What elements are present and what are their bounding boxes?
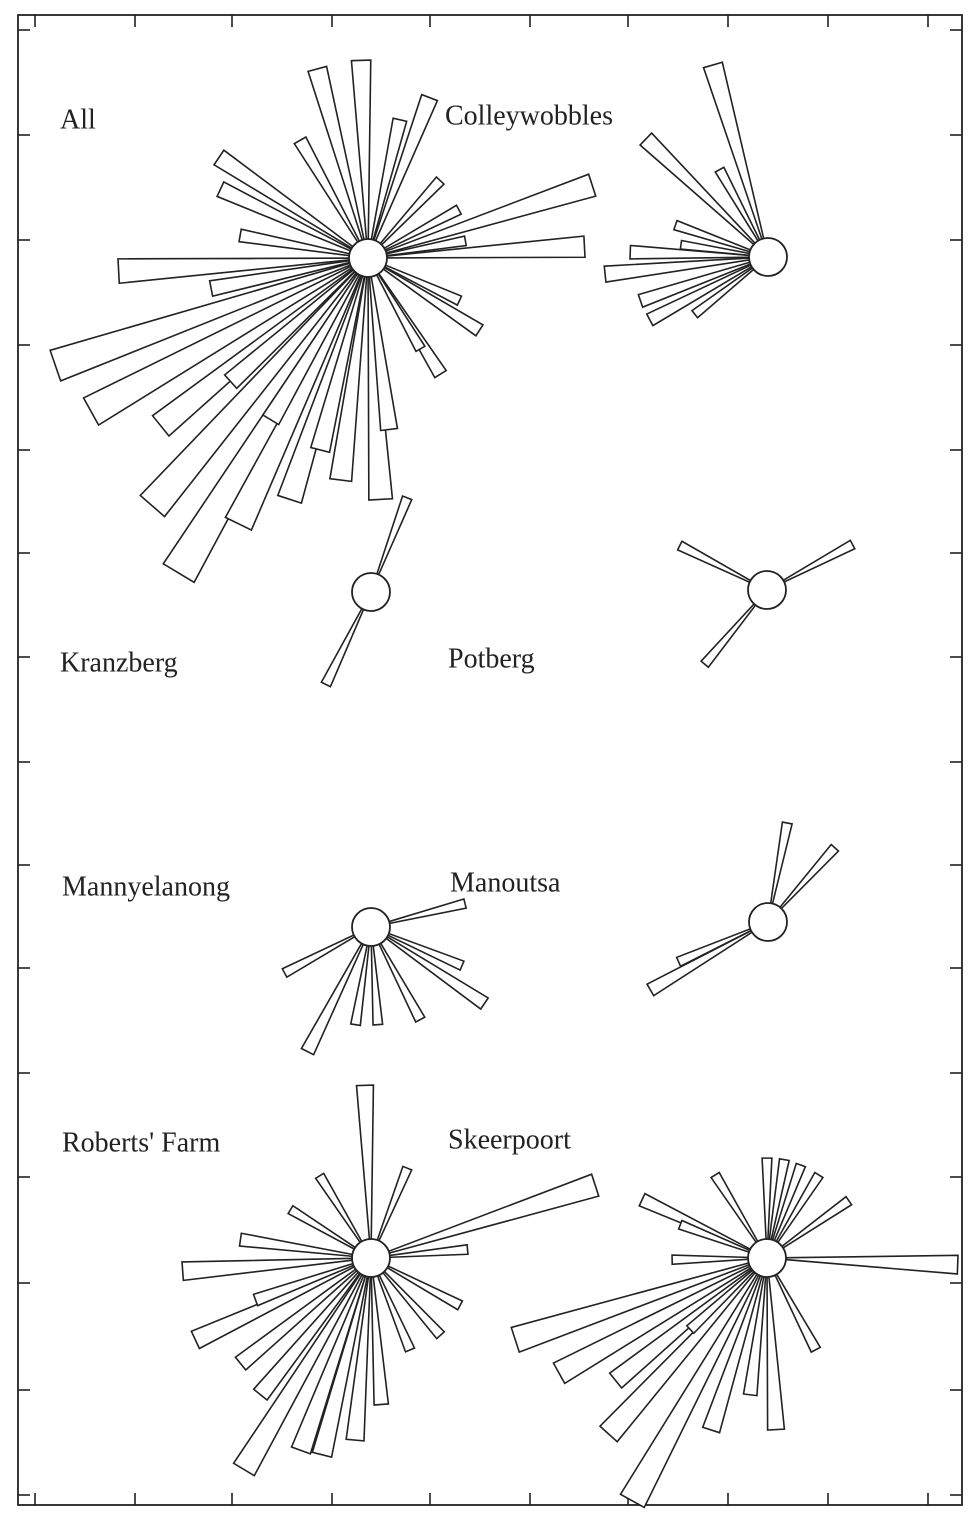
petal	[770, 1254, 959, 1275]
roses: All Colleywobbles Kranzberg Potberg Mannyela…	[49, 59, 959, 1509]
petal	[645, 922, 766, 997]
rose-diagram: Roberts' Farm	[62, 1084, 600, 1477]
hub	[747, 1238, 787, 1278]
hub	[351, 572, 391, 612]
hub	[748, 902, 788, 942]
rose-diagram: Manoutsa	[450, 821, 840, 997]
frame	[17, 14, 963, 1506]
rose-label: Potberg	[448, 643, 535, 674]
petal	[293, 135, 368, 256]
hub	[747, 570, 787, 610]
rose-label: Kranzberg	[60, 647, 178, 678]
hub	[748, 237, 788, 277]
rose-diagram: Kranzberg	[60, 495, 413, 688]
frame-ticks	[18, 15, 962, 1505]
rose-diagram: Mannyelanong	[62, 871, 490, 1056]
rose-diagram: All	[49, 59, 597, 584]
rose-diagram: Colleywobbles	[445, 61, 788, 327]
petal	[355, 1084, 375, 1255]
hub	[351, 907, 391, 947]
rose-label: Skeerpoort	[448, 1124, 571, 1155]
hub	[351, 1238, 391, 1278]
rose-diagram: Skeerpoort	[448, 1124, 959, 1509]
rose-label: Roberts' Farm	[62, 1127, 220, 1158]
petal	[373, 1173, 600, 1258]
rose-label: Colleywobbles	[445, 100, 613, 131]
rose-label: Mannyelanong	[62, 871, 230, 902]
rose-label: Manoutsa	[450, 867, 561, 898]
rose-diagram: Potberg	[448, 539, 856, 674]
rose-label: All	[60, 104, 96, 135]
hub	[348, 238, 388, 278]
